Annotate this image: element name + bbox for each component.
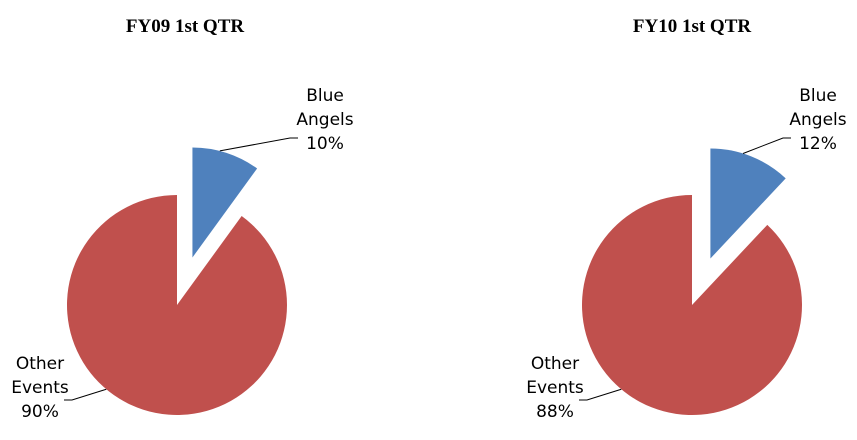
category-label: Blue Angels: [789, 86, 847, 130]
data-label: Blue Angels 10%: [290, 84, 360, 156]
value-label: 90%: [21, 402, 59, 422]
value-label: 10%: [306, 134, 344, 154]
leader-line: [579, 388, 622, 401]
value-label: 88%: [536, 402, 574, 422]
data-label: Other Events 90%: [5, 352, 75, 424]
chart-title: FY10 1st QTR: [633, 16, 752, 37]
leader-line: [219, 137, 298, 152]
leader-line: [64, 388, 107, 401]
pie-slice: [66, 195, 287, 415]
leader-line: [742, 137, 791, 154]
data-label: Blue Angels 12%: [783, 84, 853, 156]
chart-title: FY09 1st QTR: [126, 16, 245, 37]
category-label: Other Events: [11, 354, 69, 398]
pie-slice: [192, 147, 258, 258]
pie-slice: [581, 195, 802, 415]
data-label: Other Events 88%: [520, 352, 590, 424]
category-label: Other Events: [526, 354, 584, 398]
pie-slice: [710, 148, 786, 259]
value-label: 12%: [799, 134, 837, 154]
category-label: Blue Angels: [296, 86, 354, 130]
